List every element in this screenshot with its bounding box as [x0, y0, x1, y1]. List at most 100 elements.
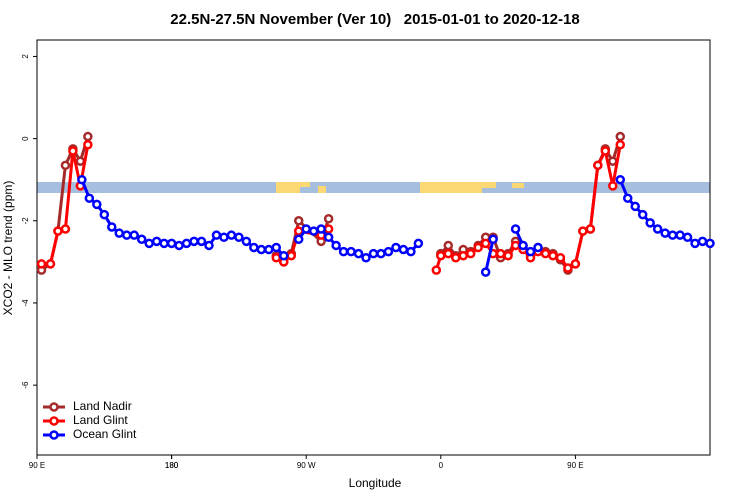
data-point [211, 230, 222, 240]
data-point [540, 248, 551, 259]
data-point [264, 244, 274, 255]
legend-marker [49, 416, 59, 426]
legend-label: Land Nadir [73, 399, 132, 413]
data-point [548, 250, 558, 261]
data-point [570, 259, 581, 269]
data-point [323, 224, 334, 234]
data-point [458, 250, 468, 261]
data-point [83, 140, 93, 150]
data-point [219, 232, 229, 242]
data-point [75, 156, 86, 166]
x-axis-label: Longitude [349, 476, 402, 490]
data-point [443, 248, 454, 259]
data-point [503, 250, 513, 261]
legend-marker [49, 402, 59, 412]
x-tick-label: 0 [439, 461, 444, 470]
data-point [705, 238, 715, 249]
x-tick-label: 90 E [567, 461, 583, 470]
data-point [77, 174, 87, 185]
data-point [431, 265, 442, 275]
data-point [585, 224, 596, 234]
data-point [174, 240, 184, 251]
data-point [480, 267, 491, 277]
map-strip [37, 182, 710, 193]
data-point [129, 230, 139, 240]
data-point [510, 240, 521, 251]
data-point [99, 209, 110, 220]
data-point [563, 263, 573, 273]
data-point [293, 234, 304, 245]
data-point [346, 246, 356, 257]
data-point [615, 131, 626, 142]
y-tick-label: -2 [21, 217, 30, 225]
data-point [83, 131, 93, 142]
x-tick-label: 90 W [297, 461, 316, 470]
data-point [107, 222, 117, 232]
y-tick-label: 0 [21, 136, 30, 141]
data-point [652, 224, 663, 234]
x-tick-label: 90 E [29, 461, 45, 470]
data-point [249, 242, 259, 253]
data-point [637, 209, 648, 220]
data-point [114, 228, 125, 238]
y-tick-label: 2 [21, 54, 30, 59]
data-point [256, 244, 267, 255]
data-point [697, 236, 708, 247]
y-tick-label: -6 [21, 381, 30, 389]
data-point [675, 230, 685, 240]
data-point [361, 253, 371, 263]
data-point [279, 250, 289, 261]
data-point [645, 218, 655, 228]
data-point [241, 236, 252, 247]
data-point [525, 246, 536, 257]
data-point [189, 236, 199, 247]
data-point [473, 242, 483, 253]
legend-label: Ocean Glint [73, 427, 137, 441]
data-point [151, 236, 162, 247]
data-point [630, 201, 640, 212]
x-tick-label: 180 [165, 461, 179, 470]
data-point [353, 248, 364, 259]
data-point [226, 230, 237, 240]
data-point [376, 248, 386, 259]
data-point [413, 238, 424, 249]
legend-marker [49, 430, 59, 440]
data-point [608, 181, 618, 191]
data-point [518, 240, 528, 251]
data-point [682, 232, 693, 242]
data-point [391, 242, 401, 253]
data-point [301, 224, 311, 234]
data-point [323, 232, 334, 242]
plot-frame [36, 39, 711, 456]
data-point [667, 230, 678, 240]
data-point [690, 238, 700, 249]
data-point [331, 240, 341, 251]
data-point [271, 253, 282, 263]
data-point [615, 174, 626, 185]
data-point [533, 242, 543, 253]
data-point [166, 238, 177, 249]
data-point [316, 224, 326, 234]
chart-title: 22.5N-27.5N November (Ver 10) 2015-01-01… [170, 11, 579, 28]
data-point [293, 216, 304, 226]
data-point [84, 193, 95, 203]
data-point [338, 246, 349, 257]
data-point [45, 259, 56, 269]
data-point [451, 253, 461, 263]
data-point [68, 146, 78, 156]
data-point [53, 226, 63, 236]
data-point [234, 232, 244, 242]
data-point [406, 246, 416, 257]
data-point [196, 236, 207, 247]
data-point [510, 224, 521, 234]
data-point [181, 238, 192, 249]
data-point [495, 248, 506, 259]
data-point [144, 238, 154, 249]
series-line [80, 179, 711, 273]
data-point [204, 240, 214, 251]
y-axis-label: XCO2 - MLO trend (ppm) [1, 181, 15, 316]
data-point [436, 250, 446, 261]
data-point [488, 234, 498, 245]
